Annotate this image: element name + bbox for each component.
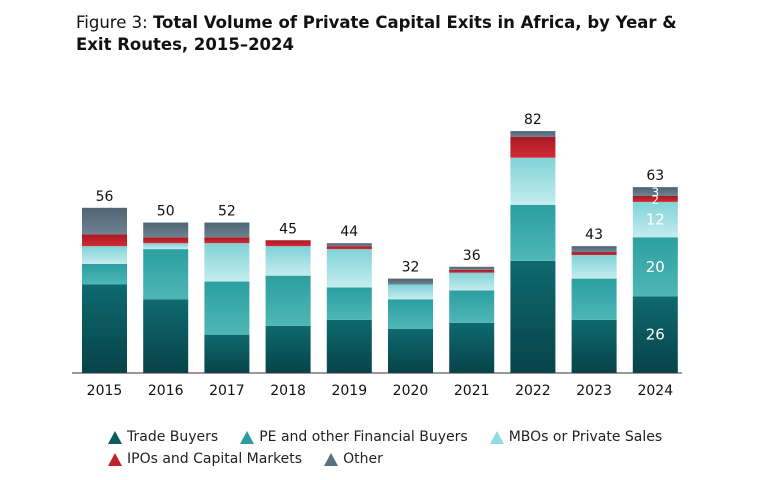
x-tick-label-2024: 2024 <box>637 383 673 399</box>
x-tick-label-2023: 2023 <box>576 383 612 399</box>
legend-label: IPOs and Capital Markets <box>127 451 303 467</box>
bar-segment-2024-other <box>632 187 678 196</box>
x-tick-label-2022: 2022 <box>515 383 551 399</box>
stacked-bar-chart: 56 2015 50 2016 52 2017 45 2018 44 2019 32 2020 36 20… <box>72 112 682 399</box>
bar-segment-2017-pe-and-other-financial-buyers <box>204 281 250 335</box>
bar-segment-2018-trade-buyers <box>265 325 311 373</box>
bar-segment-2024-trade-buyers <box>632 296 678 373</box>
bar-segment-2019-mbos-or-private-sales <box>326 249 372 288</box>
bar-segment-2019-pe-and-other-financial-buyers <box>326 287 372 320</box>
x-tick-label-2017: 2017 <box>209 383 245 399</box>
triangle-icon <box>240 430 255 444</box>
bar-segment-2019-other <box>326 243 372 247</box>
bar-segment-2017-other <box>204 222 250 238</box>
bar-segment-2021-pe-and-other-financial-buyers <box>449 290 495 323</box>
x-tick-label-2021: 2021 <box>454 383 490 399</box>
chart-title-text: Total Volume of Private Capital Exits in… <box>76 13 677 54</box>
x-tick-label-2015: 2015 <box>87 383 123 399</box>
bar-segment-2020-other <box>388 278 433 285</box>
bar-segment-2015-trade-buyers <box>82 284 127 373</box>
segment-label-2024-trade-buyers: 26 <box>646 326 665 344</box>
figure-label: Figure 3: <box>76 13 153 32</box>
bar-segment-2016-pe-and-other-financial-buyers <box>143 249 189 300</box>
legend-label: PE and other Financial Buyers <box>259 429 468 445</box>
bar-segment-2020-mbos-or-private-sales <box>388 284 433 300</box>
triangle-icon <box>324 452 339 466</box>
legend-label: MBOs or Private Sales <box>508 429 663 445</box>
x-tick-label-2016: 2016 <box>148 383 184 399</box>
bar-segment-2016-ipos-and-capital-markets <box>143 237 189 244</box>
x-tick-label-2020: 2020 <box>393 383 429 399</box>
bar-segment-2018-pe-and-other-financial-buyers <box>265 275 311 326</box>
chart-title: Figure 3: Total Volume of Private Capita… <box>76 12 716 56</box>
legend-item-ipos-capital-markets: IPOs and Capital Markets <box>108 451 302 467</box>
bar-segment-2022-ipos-and-capital-markets <box>510 137 556 158</box>
triangle-icon <box>108 452 122 466</box>
bar-segment-2019-ipos-and-capital-markets <box>326 246 372 250</box>
total-label-2016: 50 <box>157 204 175 220</box>
bar-segment-2023-mbos-or-private-sales <box>571 255 617 279</box>
bar-segment-2022-trade-buyers <box>510 260 556 373</box>
bar-segment-2015-mbos-or-private-sales <box>82 246 127 264</box>
triangle-icon <box>489 430 504 444</box>
bar-segment-2017-ipos-and-capital-markets <box>204 237 250 244</box>
bar-segment-2018-mbos-or-private-sales <box>265 246 311 276</box>
bar-segment-2017-trade-buyers <box>204 334 250 373</box>
segment-label-2024-pe-and-other-financial-buyers: 20 <box>646 258 665 276</box>
bar-segment-2024-ipos-and-capital-markets <box>632 196 678 202</box>
bar-segment-2017-mbos-or-private-sales <box>204 243 250 282</box>
total-label-2020: 32 <box>402 260 420 276</box>
bar-segment-2022-pe-and-other-financial-buyers <box>510 204 556 261</box>
total-label-2018: 45 <box>279 221 297 237</box>
labels-group: 56 2015 50 2016 52 2017 45 2018 44 2019 32 2020 36 20… <box>87 112 674 399</box>
bar-segment-2023-ipos-and-capital-markets <box>571 252 617 255</box>
bar-segment-2022-mbos-or-private-sales <box>510 157 556 205</box>
bars-group <box>82 131 678 373</box>
bar-segment-2020-pe-and-other-financial-buyers <box>388 299 433 329</box>
bar-segment-2021-ipos-and-capital-markets <box>449 269 495 273</box>
legend-row-1: Trade Buyers PE and other Financial Buye… <box>108 426 708 448</box>
bar-segment-2020-trade-buyers <box>388 328 433 373</box>
bar-segment-2024-mbos-or-private-sales <box>632 201 678 238</box>
bar-segment-2023-other <box>571 246 617 253</box>
bar-segment-2016-trade-buyers <box>143 299 189 373</box>
bar-segment-2021-mbos-or-private-sales <box>449 272 495 291</box>
bar-segment-2018-ipos-and-capital-markets <box>265 240 311 247</box>
total-label-2019: 44 <box>340 224 358 240</box>
bar-segment-2015-ipos-and-capital-markets <box>82 234 127 247</box>
x-tick-label-2018: 2018 <box>270 383 306 399</box>
total-label-2015: 56 <box>96 189 114 205</box>
segment-label-2024-other: 3 <box>651 186 659 200</box>
total-label-2023: 43 <box>585 227 603 243</box>
segment-label-2024-ipos-and-capital-markets: 2 <box>651 193 659 207</box>
total-label-2022: 82 <box>524 112 542 128</box>
bar-segment-2021-other <box>449 266 495 270</box>
bar-segment-2021-trade-buyers <box>449 322 495 373</box>
bar-segment-2015-pe-and-other-financial-buyers <box>82 263 127 285</box>
legend-row-2: IPOs and Capital Markets Other <box>108 448 708 470</box>
total-label-2021: 36 <box>463 248 481 264</box>
bar-segment-2022-other <box>510 131 556 137</box>
legend-label: Other <box>343 451 383 467</box>
bar-segment-2016-other <box>143 222 189 238</box>
legend-label: Trade Buyers <box>127 429 219 445</box>
legend-item-other: Other <box>324 451 383 467</box>
bar-segment-2023-trade-buyers <box>571 319 617 373</box>
segment-label-2024-mbos-or-private-sales: 12 <box>646 211 665 229</box>
bar-segment-2016-mbos-or-private-sales <box>143 243 189 250</box>
bar-segment-2019-trade-buyers <box>326 319 372 373</box>
legend-item-trade-buyers: Trade Buyers <box>108 429 218 445</box>
x-tick-label-2019: 2019 <box>331 383 367 399</box>
legend-item-pe-financial-buyers: PE and other Financial Buyers <box>240 429 468 445</box>
triangle-icon <box>108 430 122 444</box>
legend-item-mbos-private-sales: MBOs or Private Sales <box>489 429 663 445</box>
total-label-2024: 63 <box>646 168 664 184</box>
legend: Trade Buyers PE and other Financial Buye… <box>108 426 708 470</box>
bar-segment-2015-other <box>82 207 127 235</box>
total-label-2017: 52 <box>218 204 236 220</box>
bar-segment-2023-pe-and-other-financial-buyers <box>571 278 617 320</box>
bar-segment-2024-pe-and-other-financial-buyers <box>632 237 678 297</box>
